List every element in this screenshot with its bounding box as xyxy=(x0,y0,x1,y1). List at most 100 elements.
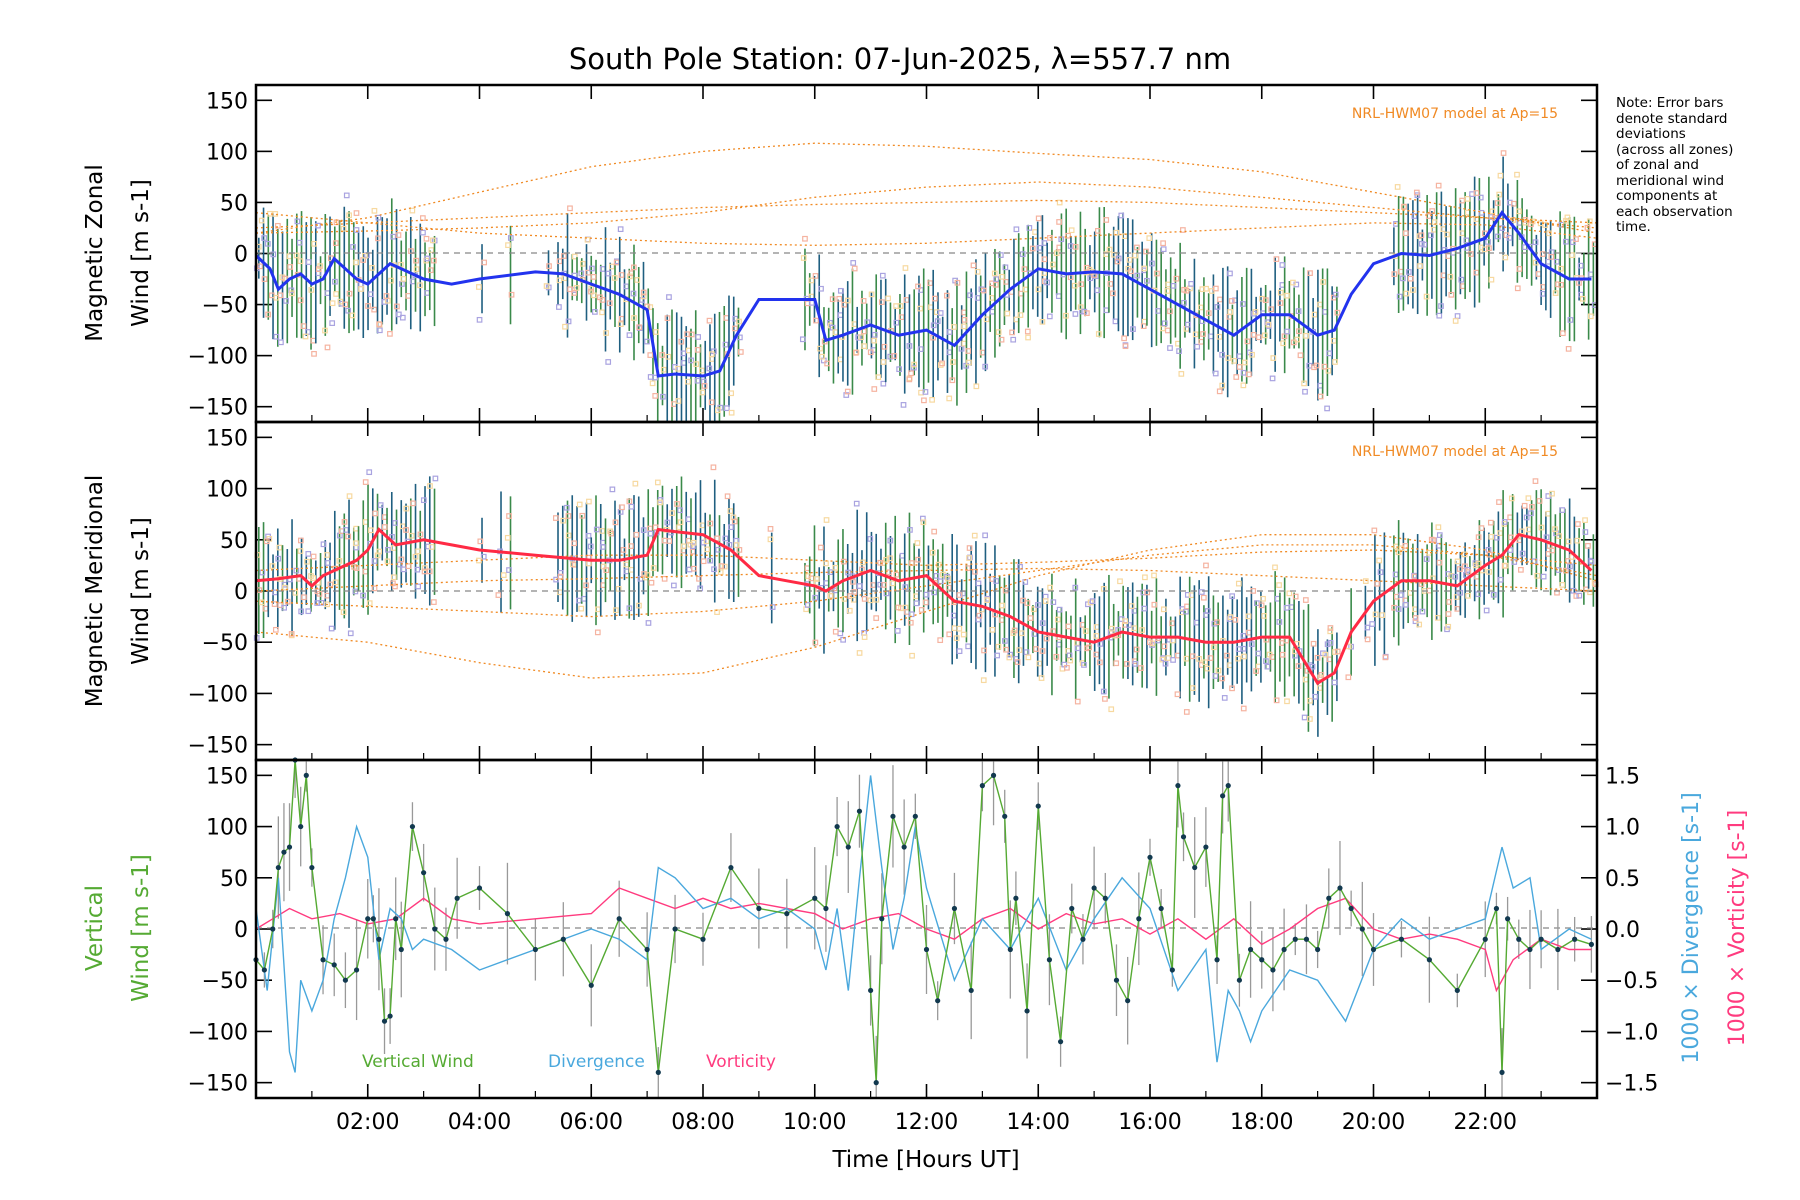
scatter-point xyxy=(1221,695,1228,701)
scatter-point xyxy=(342,301,349,308)
scatter-point xyxy=(1047,584,1053,591)
scatter-point xyxy=(913,600,920,607)
scatter-point xyxy=(1216,388,1223,395)
scatter-point xyxy=(1240,632,1247,639)
scatter-point xyxy=(630,264,637,271)
scatter-point xyxy=(707,557,714,564)
scatter-point xyxy=(327,581,334,588)
zonal-mean-line xyxy=(254,210,1592,378)
scatter-point xyxy=(1324,641,1331,648)
scatter-point xyxy=(417,282,423,289)
scatter-point xyxy=(1430,537,1437,544)
scatter-point xyxy=(1402,230,1409,237)
scatter-point xyxy=(1446,599,1453,605)
scatter-point xyxy=(844,388,851,395)
scatter-point xyxy=(1072,311,1079,317)
vertical-ylabel-line2: Wind [m s-1] xyxy=(128,854,154,1002)
scatter-point xyxy=(1345,674,1352,681)
scatter-point xyxy=(1486,551,1493,558)
scatter-point xyxy=(1246,371,1252,378)
scatter-point xyxy=(1219,382,1226,389)
error-bar-note: Note: Error bars denote standard deviati… xyxy=(1616,95,1796,236)
scatter-point xyxy=(983,316,990,323)
scatter-point xyxy=(1302,388,1308,395)
scatter-point xyxy=(931,528,938,535)
scatter-point xyxy=(993,281,999,288)
scatter-point xyxy=(308,287,315,293)
scatter-point xyxy=(431,257,437,264)
scatter-point xyxy=(1244,338,1251,345)
scatter-point xyxy=(852,349,859,356)
scatter-point xyxy=(929,396,935,403)
scatter-point xyxy=(666,538,673,544)
scatter-point xyxy=(1084,310,1090,317)
scatter-point xyxy=(400,566,407,573)
scatter-point xyxy=(989,626,996,633)
scatter-point xyxy=(934,318,941,325)
vertical-wind-point xyxy=(1426,957,1432,963)
scatter-point xyxy=(961,316,968,323)
vertical-wind-point xyxy=(672,926,678,932)
scatter-point xyxy=(647,530,654,537)
scatter-point xyxy=(1453,594,1460,600)
scatter-point xyxy=(690,539,697,546)
scatter-point xyxy=(657,499,663,506)
scatter-point xyxy=(1587,589,1593,596)
vertical-wind-point xyxy=(655,1069,661,1075)
scatter-point xyxy=(918,607,925,613)
scatter-point xyxy=(1164,288,1171,294)
vertical-wind-point xyxy=(1175,783,1181,789)
scatter-point xyxy=(966,555,972,561)
scatter-point xyxy=(653,329,659,335)
scatter-point xyxy=(1007,651,1013,658)
scatter-point xyxy=(1436,532,1443,538)
scatter-point xyxy=(593,526,600,533)
scatter-point xyxy=(606,300,613,307)
scatter-point xyxy=(1494,534,1500,541)
scatter-point xyxy=(1314,654,1321,661)
scatter-point xyxy=(1279,651,1286,658)
scatter-point xyxy=(1134,272,1141,279)
scatter-point xyxy=(974,268,981,275)
scatter-point xyxy=(661,575,668,582)
scatter-point xyxy=(428,247,435,253)
scatter-point xyxy=(431,599,437,605)
vertical-wind-point xyxy=(370,916,376,922)
scatter-point xyxy=(298,608,305,615)
scatter-point xyxy=(1134,244,1140,251)
scatter-point xyxy=(504,534,511,541)
scatter-point xyxy=(922,389,929,395)
scatter-point xyxy=(1495,233,1501,240)
vertical-wind-point xyxy=(1326,895,1332,901)
note-line: meridional wind xyxy=(1616,172,1725,189)
vertical-wind-point xyxy=(1572,936,1578,942)
scatter-point xyxy=(560,517,567,524)
scatter-point xyxy=(671,582,677,589)
vertical-wind-point xyxy=(1454,987,1460,994)
scatter-point xyxy=(827,593,834,599)
scatter-point xyxy=(1198,589,1205,595)
vertical-wind-point xyxy=(1270,967,1276,973)
scatter-point xyxy=(1552,526,1558,533)
scatter-point xyxy=(1097,641,1104,647)
scatter-point xyxy=(296,239,303,246)
scatter-point xyxy=(858,334,865,340)
scatter-point xyxy=(960,631,967,638)
scatter-point xyxy=(1044,279,1050,286)
scatter-point xyxy=(289,290,295,297)
vertical-wind-point xyxy=(812,895,818,901)
vertical-wind-point xyxy=(381,1018,388,1024)
scatter-point xyxy=(329,300,336,307)
scatter-point xyxy=(812,594,819,601)
scatter-point xyxy=(630,290,637,297)
scatter-point xyxy=(1162,660,1169,667)
scatter-point xyxy=(1436,559,1443,566)
scatter-point xyxy=(565,318,572,325)
scatter-point xyxy=(727,508,734,514)
scatter-point xyxy=(317,263,324,269)
scatter-point xyxy=(272,626,279,633)
scatter-point xyxy=(1488,533,1495,540)
scatter-point xyxy=(343,192,350,199)
vertical-wind-point xyxy=(1080,936,1086,942)
scatter-point xyxy=(1227,309,1234,315)
